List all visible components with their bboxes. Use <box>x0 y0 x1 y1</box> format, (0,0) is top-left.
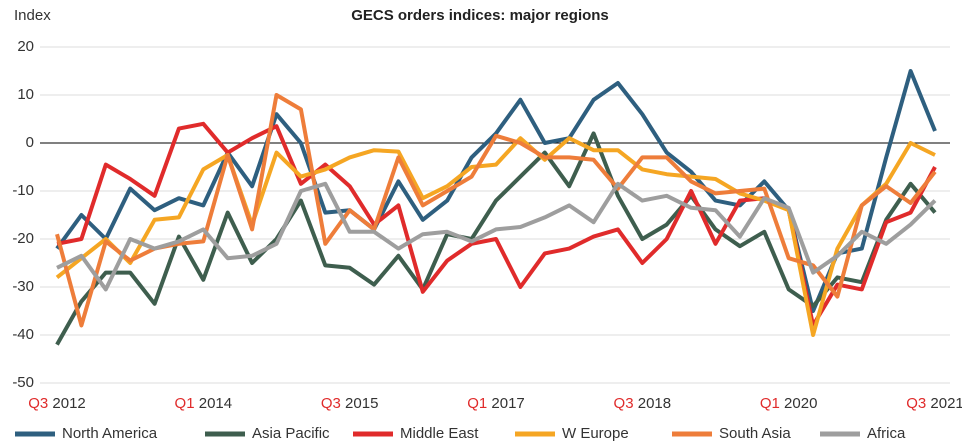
x-tick-label: Q1 2014 <box>175 395 233 412</box>
series-line <box>55 131 937 346</box>
legend-label: W Europe <box>562 425 629 442</box>
y-tick-label: 0 <box>26 134 34 151</box>
chart-title: GECS orders indices: major regions <box>351 7 609 24</box>
series-line <box>56 181 937 292</box>
y-tick-label: -30 <box>12 278 34 295</box>
y-axis-label: Index <box>14 7 51 24</box>
x-tick-label: Q3 2018 <box>614 395 672 412</box>
x-tick-label: Q1 2017 <box>467 395 525 412</box>
y-tick-label: 10 <box>17 86 34 103</box>
legend-label: North America <box>62 425 158 442</box>
legend-label: Africa <box>867 425 906 442</box>
legend-label: Asia Pacific <box>252 425 330 442</box>
y-tick-label: 20 <box>17 38 34 55</box>
x-tick-label: Q3 2015 <box>321 395 379 412</box>
series-line <box>55 93 937 328</box>
x-tick-label: Q3 2021 <box>906 395 962 412</box>
legend-label: Middle East <box>400 425 479 442</box>
x-tick-label: Q3 2012 <box>28 395 86 412</box>
legend-label: South Asia <box>719 425 791 442</box>
x-tick-label: Q1 2020 <box>760 395 818 412</box>
y-tick-label: -10 <box>12 182 34 199</box>
y-tick-label: -40 <box>12 326 34 343</box>
y-tick-label: -20 <box>12 230 34 247</box>
y-tick-label: -50 <box>12 374 34 391</box>
